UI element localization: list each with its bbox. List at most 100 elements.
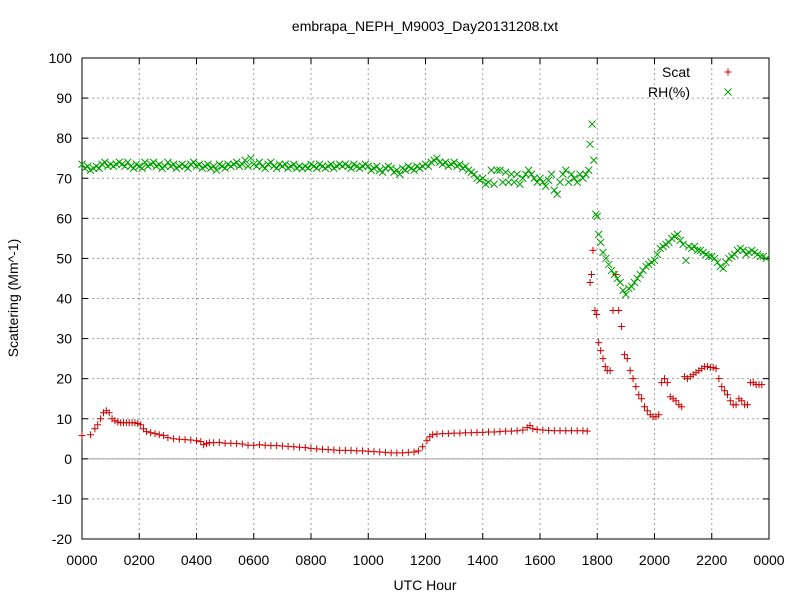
data-point (209, 162, 218, 171)
data-point (559, 170, 567, 179)
data-point (221, 164, 229, 173)
x-tick-label: 0400 (181, 552, 212, 568)
data-point (679, 240, 687, 249)
data-point (238, 160, 247, 169)
data-point (197, 438, 205, 446)
data-point (732, 401, 740, 409)
data-point (530, 174, 539, 183)
series-rh (78, 120, 770, 299)
data-point (547, 170, 556, 179)
data-point (636, 270, 645, 279)
data-point (607, 266, 616, 275)
data-point (529, 425, 537, 433)
data-point (756, 252, 765, 261)
data-point (419, 443, 427, 451)
data-point (758, 381, 766, 389)
series-scat (78, 246, 766, 457)
y-tick-label: 40 (56, 291, 72, 307)
y-tick-label: -20 (52, 531, 72, 547)
data-point (91, 425, 99, 433)
data-point (595, 339, 603, 347)
data-point (215, 438, 223, 446)
x-tick-label: 0000 (66, 552, 97, 568)
data-point (97, 415, 105, 423)
data-point (147, 429, 155, 437)
data-point (718, 383, 726, 391)
data-point (703, 363, 711, 371)
data-point (78, 432, 86, 440)
data-point (596, 238, 605, 247)
data-point (561, 166, 570, 175)
data-point (238, 440, 246, 448)
data-point (372, 162, 381, 171)
data-point (579, 174, 587, 183)
y-tick-label: 10 (56, 411, 72, 427)
y-tick-label: -10 (52, 491, 72, 507)
grid-lines (82, 58, 769, 539)
data-point (604, 260, 613, 269)
legend-label: Scat (662, 64, 690, 80)
data-point (244, 162, 252, 171)
data-point (550, 186, 559, 195)
data-point (653, 250, 662, 259)
data-point (744, 401, 752, 409)
data-point (581, 170, 590, 179)
data-point (141, 158, 149, 167)
data-point (232, 158, 241, 167)
data-point (101, 158, 109, 167)
data-point (513, 170, 521, 179)
data-point (484, 178, 493, 187)
y-tick-label: 30 (56, 331, 72, 347)
data-point (723, 391, 731, 399)
data-point (583, 427, 591, 435)
data-point (137, 421, 145, 429)
data-point (312, 164, 321, 173)
x-tick-label: 1400 (467, 552, 498, 568)
y-tick-label: 100 (49, 50, 73, 66)
legend-marker (724, 88, 732, 96)
data-point (672, 397, 680, 405)
data-point (730, 250, 739, 259)
data-point (678, 403, 686, 411)
data-point (726, 397, 734, 405)
data-point (673, 230, 682, 239)
data-point (738, 397, 746, 405)
data-point (204, 160, 212, 169)
data-point (424, 162, 433, 171)
data-point (203, 440, 211, 448)
data-point (589, 156, 598, 165)
data-point (597, 347, 605, 355)
data-point (261, 164, 270, 173)
data-point (241, 156, 250, 165)
data-point (556, 178, 564, 187)
data-point (111, 417, 119, 425)
x-tick-label: 2000 (639, 552, 670, 568)
data-point (661, 375, 669, 383)
data-point (327, 160, 335, 169)
data-point (131, 419, 139, 427)
data-point (593, 212, 602, 221)
data-point (710, 254, 719, 263)
data-point (564, 178, 573, 187)
data-point (638, 395, 646, 403)
data-point (676, 236, 685, 245)
y-tick-label: 0 (64, 451, 72, 467)
data-point (455, 160, 464, 169)
data-point (553, 190, 562, 199)
data-point (289, 160, 298, 169)
data-point (632, 383, 640, 391)
data-point (601, 254, 610, 263)
data-point (164, 434, 172, 442)
data-point (536, 174, 544, 183)
data-point (593, 311, 601, 319)
data-point (721, 387, 729, 395)
data-point (498, 178, 507, 187)
data-point (149, 158, 158, 167)
data-series (78, 120, 770, 457)
data-point (629, 375, 637, 383)
x-tick-label: 1200 (410, 552, 441, 568)
data-point (301, 444, 309, 452)
data-point (591, 307, 599, 315)
data-point (195, 160, 204, 169)
data-point (189, 158, 198, 167)
